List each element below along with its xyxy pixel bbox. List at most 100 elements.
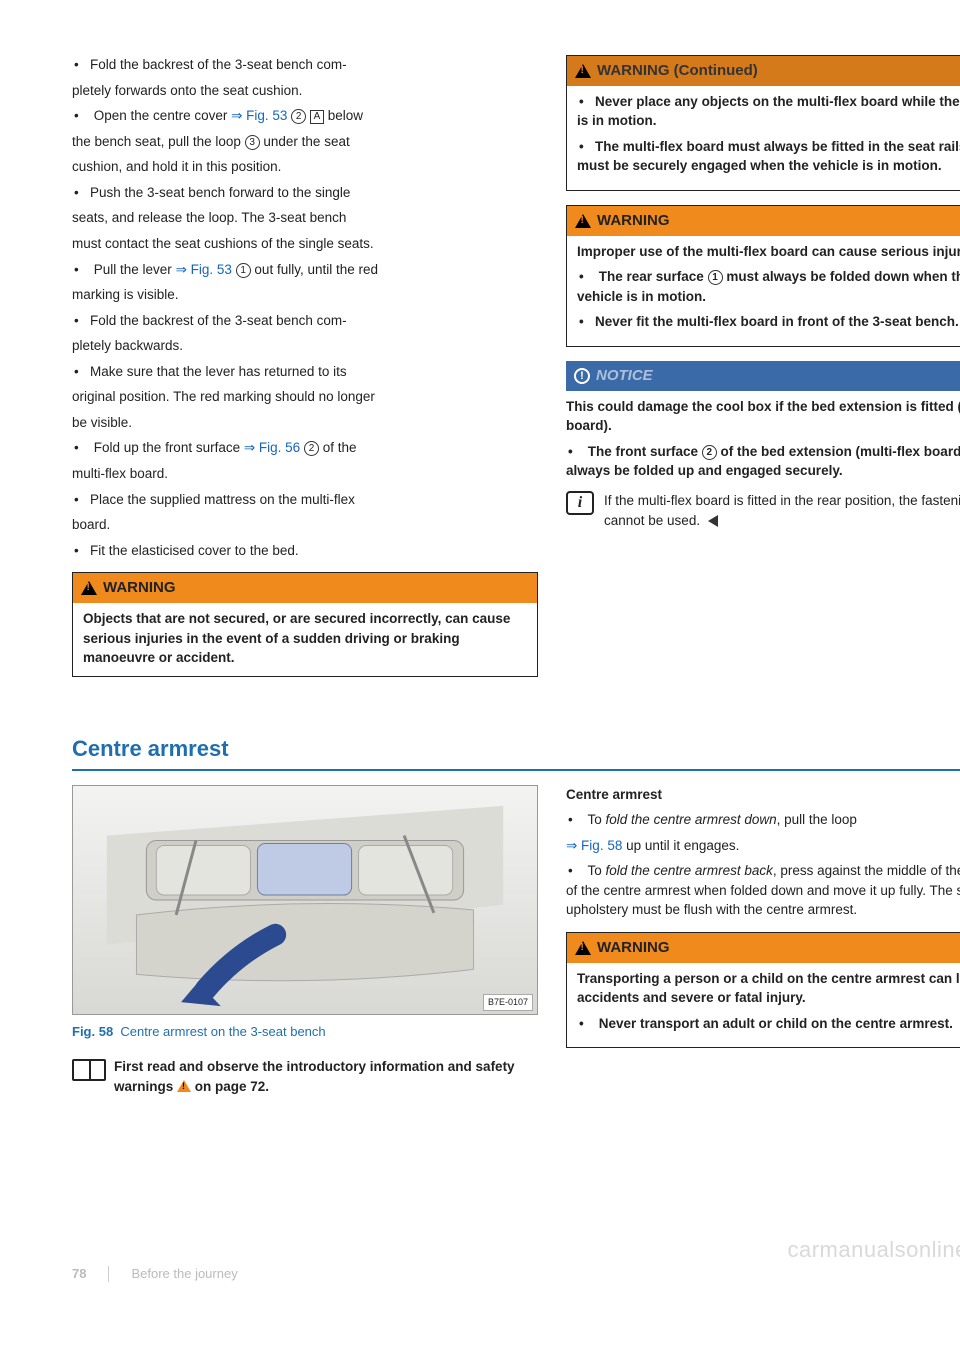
text: below [324,108,363,123]
info-icon: i [566,491,594,515]
warning-continued-header: WARNING (Continued) [567,56,960,86]
warning-triangle-icon [575,941,591,955]
text: Place the supplied mattress on the multi… [90,492,355,507]
page-footer: 78 Before the journey [72,1265,960,1284]
book-icon [72,1059,106,1081]
warning-continued-box: WARNING (Continued) Never place any obje… [566,55,960,191]
notice-info-icon: ! [574,368,590,384]
notice-title: NOTICE [596,365,653,387]
text: To [588,812,606,827]
text: pletely forwards onto the seat cushion. [72,81,538,101]
footer-section: Before the journey [131,1265,237,1284]
fig-link[interactable]: ⇒ Fig. 53 [231,108,287,123]
warning-body: Never place any objects on the multi-fle… [567,86,960,190]
text: The rear surface [599,269,708,284]
boxed-a: A [310,110,324,124]
text: This could damage the cool box if the be… [566,397,960,436]
right-column-2: Centre armrest To fold the centre armres… [566,771,960,1125]
text: Open the centre cover [94,108,231,123]
footer-separator [108,1266,109,1282]
text: up until it engages. [622,838,739,853]
text: To [588,863,606,878]
figure-caption-text: Centre armrest on the 3-seat bench [120,1024,325,1039]
seat-illustration [73,786,537,1014]
text: be visible. [72,413,538,433]
top-columns: Fold the backrest of the 3-seat bench co… [72,55,960,691]
text: Fold up the front surface [94,440,244,455]
warning-body: Improper use of the multi-flex board can… [567,236,960,346]
text: Pull the lever [94,262,176,277]
text: original position. The red marking shoul… [72,387,538,407]
warning-triangle-icon [575,214,591,228]
text: of the [319,440,357,455]
text: board. [72,515,538,535]
warning-triangle-icon [177,1080,191,1092]
warning-header: WARNING [567,206,960,236]
text: Improper use of the multi-flex board can… [577,242,960,262]
bullet-item: Place the supplied mattress on the multi… [72,490,538,510]
circled-2: 2 [702,445,717,460]
page-number: 78 [72,1265,86,1284]
notice-body: This could damage the cool box if the be… [566,397,960,481]
bullet-item: Fold up the front surface ⇒ Fig. 56 2 of… [72,438,538,458]
first-read-note: First read and observe the introductory … [72,1057,538,1096]
subheading: Centre armrest [566,785,960,805]
text: out fully, until the red [251,262,378,277]
warning-box: WARNING Transporting a person or a child… [566,932,960,1048]
bullet-item: The multi-flex board must always be fitt… [577,137,960,176]
bullet-item: Open the centre cover ⇒ Fig. 53 2 A belo… [72,106,538,126]
bullet-item: Make sure that the lever has returned to… [72,362,538,382]
first-read-text: First read and observe the introductory … [114,1057,538,1096]
section-title: Centre armrest [72,733,960,771]
text: the bench seat, pull the loop 3 under th… [72,132,538,152]
warning-header: WARNING [567,933,960,963]
info-note: i If the multi-flex board is fitted in t… [566,491,960,530]
bullet-item: The rear surface 1 must always be folded… [577,267,960,306]
text: The front surface [588,444,702,459]
text: marking is visible. [72,285,538,305]
notice-box: ! NOTICE [566,361,960,391]
text: , pull the loop [777,812,857,827]
warning-triangle-icon [575,64,591,78]
bullet-item: Pull the lever ⇒ Fig. 53 1 out fully, un… [72,260,538,280]
figure-label: Fig. 58 [72,1024,113,1039]
circled-1: 1 [236,263,251,278]
bullet-item: Never fit the multi-flex board in front … [577,312,960,332]
warning-title: WARNING [597,210,670,232]
warning-header: WARNING [73,573,537,603]
warning-box: WARNING Improper use of the multi-flex b… [566,205,960,347]
left-column: Fold the backrest of the 3-seat bench co… [72,55,538,691]
warning-continued-title: WARNING (Continued) [597,60,758,82]
watermark: carmanualsonline.info [787,1234,960,1266]
text: Never transport an adult or child on the… [599,1016,953,1031]
bullet-item: Never place any objects on the multi-fle… [577,92,960,131]
fig-link[interactable]: ⇒ Fig. 53 [176,262,232,277]
bottom-columns: B7E-0107 Fig. 58 Centre armrest on the 3… [72,771,960,1125]
fig-link[interactable]: ⇒ Fig. 58 [566,838,622,853]
info-text: If the multi-flex board is fitted in the… [604,491,960,530]
text: cushion, and hold it in this position. [72,157,538,177]
text: Push the 3-seat bench forward to the sin… [90,185,350,200]
bullet-item: Fit the elasticised cover to the bed. [72,541,538,561]
bullet-item: To fold the centre armrest back, press a… [566,861,960,920]
bullet-item: Never transport an adult or child on the… [577,1014,960,1034]
text: Fit the elasticised cover to the bed. [90,543,299,558]
text: under the seat [260,134,350,149]
figure-58: B7E-0107 [72,785,538,1015]
figure-caption: Fig. 58 Centre armrest on the 3-seat ben… [72,1023,538,1042]
bullet-item: Fold the backrest of the 3-seat bench co… [72,311,538,331]
left-column-2: B7E-0107 Fig. 58 Centre armrest on the 3… [72,771,538,1125]
warning-body: Transporting a person or a child on the … [567,963,960,1048]
text: Transporting a person or a child on the … [577,969,960,1008]
text: First read and observe the introductory … [114,1059,515,1094]
text: Fold the backrest of the 3-seat bench co… [90,57,347,72]
warning-title: WARNING [597,937,670,959]
figure-id: B7E-0107 [483,994,533,1011]
text: seats, and release the loop. The 3-seat … [72,208,538,228]
warning-box: WARNING Objects that are not secured, or… [72,572,538,676]
warning-title: WARNING [103,577,176,599]
warning-triangle-icon [81,581,97,595]
bullet-item: Push the 3-seat bench forward to the sin… [72,183,538,203]
fig-link[interactable]: ⇒ Fig. 56 [244,440,300,455]
bullet-item: The front surface 2 of the bed extension… [566,442,960,481]
